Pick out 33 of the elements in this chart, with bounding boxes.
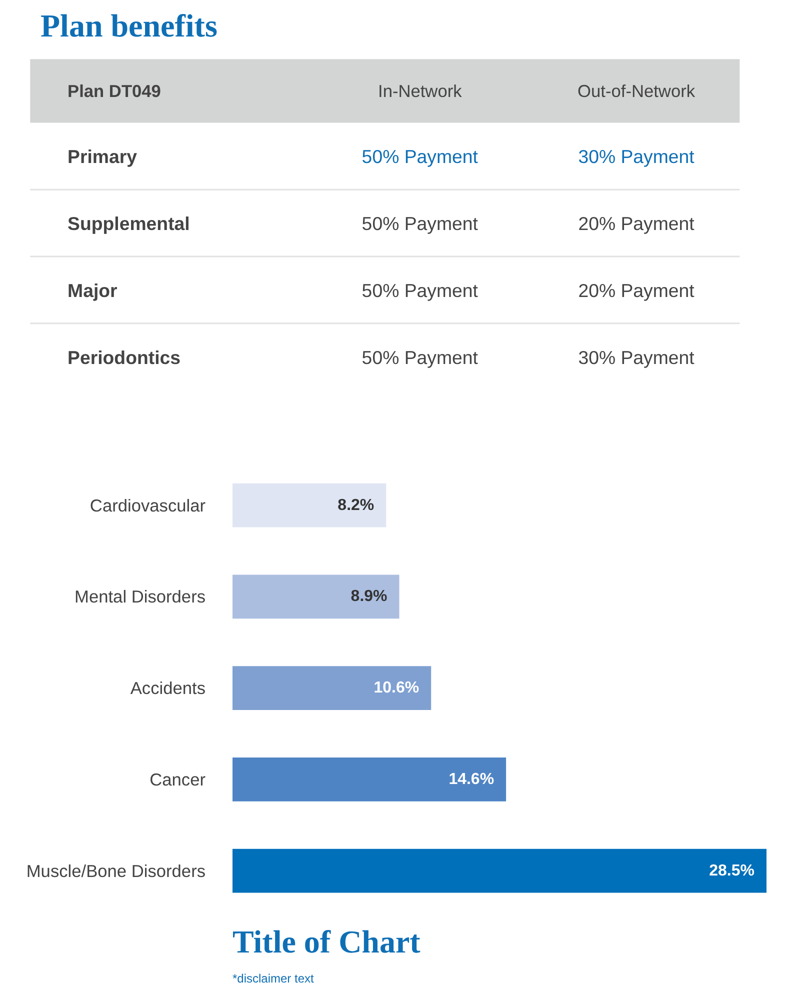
y-tick-label: Accidents bbox=[130, 678, 206, 698]
text: *disclaimer text bbox=[232, 972, 315, 986]
category-label: Major bbox=[68, 280, 118, 301]
y-tick-label: Muscle/Bone Disorders bbox=[26, 860, 206, 881]
category-label: Out-of-Network bbox=[578, 80, 696, 101]
category-label: In-Network bbox=[378, 80, 462, 101]
bar bbox=[232, 848, 766, 893]
bar bbox=[232, 758, 506, 802]
y-tick-label: Mental Disorders bbox=[74, 586, 206, 607]
y-tick-label: Cancer bbox=[150, 769, 206, 790]
text: 30% Payment bbox=[578, 146, 694, 168]
text: 50% Payment bbox=[362, 146, 478, 168]
text: 50% Payment bbox=[362, 280, 478, 301]
bar bbox=[232, 483, 386, 528]
text: 20% Payment bbox=[578, 280, 694, 301]
text: Title of Chart bbox=[232, 924, 421, 960]
text: 30% Payment bbox=[578, 346, 694, 368]
text: 20% Payment bbox=[578, 213, 694, 234]
text: 50% Payment bbox=[362, 346, 478, 368]
text: Plan benefits bbox=[40, 8, 218, 44]
bar bbox=[232, 666, 432, 710]
text: 50% Payment bbox=[362, 213, 478, 234]
data-label: 28.5% bbox=[709, 862, 755, 880]
data-label: 14.6% bbox=[448, 770, 494, 788]
data-label: 8.9% bbox=[350, 588, 388, 606]
data-label: 8.2% bbox=[338, 496, 374, 514]
category-label: Periodontics bbox=[68, 346, 181, 368]
y-tick-label: Cardiovascular bbox=[90, 495, 206, 516]
category-label: Supplemental bbox=[68, 213, 190, 234]
text: Plan DT049 bbox=[68, 80, 161, 101]
data-label: 10.6% bbox=[374, 680, 420, 697]
category-label: Primary bbox=[68, 146, 138, 168]
bar bbox=[232, 574, 400, 619]
